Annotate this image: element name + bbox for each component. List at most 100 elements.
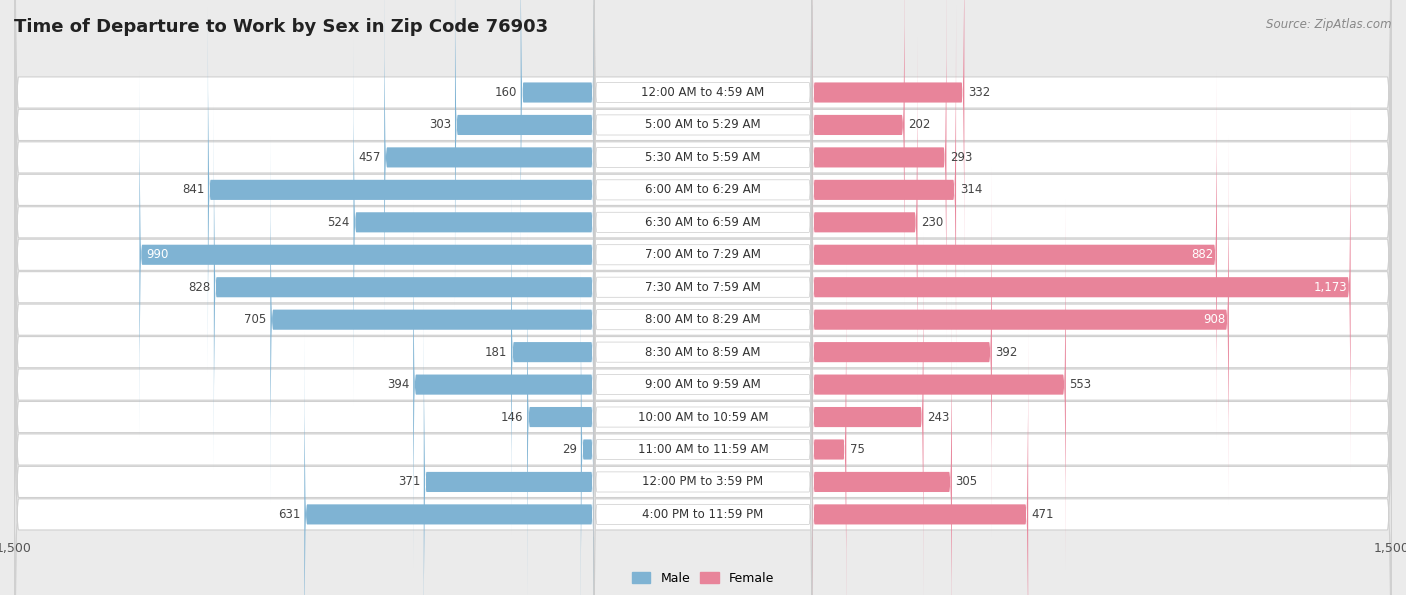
FancyBboxPatch shape xyxy=(811,135,1229,505)
FancyBboxPatch shape xyxy=(595,298,811,595)
Text: 631: 631 xyxy=(278,508,301,521)
Text: 5:30 AM to 5:59 AM: 5:30 AM to 5:59 AM xyxy=(645,151,761,164)
Text: 394: 394 xyxy=(387,378,409,391)
Text: 828: 828 xyxy=(188,281,209,294)
Text: 990: 990 xyxy=(146,248,169,261)
FancyBboxPatch shape xyxy=(595,135,811,505)
FancyBboxPatch shape xyxy=(208,5,595,374)
FancyBboxPatch shape xyxy=(811,0,965,277)
Text: 882: 882 xyxy=(1191,248,1213,261)
Text: 10:00 AM to 10:59 AM: 10:00 AM to 10:59 AM xyxy=(638,411,768,424)
FancyBboxPatch shape xyxy=(595,70,811,440)
FancyBboxPatch shape xyxy=(811,37,918,407)
Text: 160: 160 xyxy=(495,86,517,99)
FancyBboxPatch shape xyxy=(595,0,811,309)
FancyBboxPatch shape xyxy=(595,0,811,277)
FancyBboxPatch shape xyxy=(811,5,956,374)
Text: 7:00 AM to 7:29 AM: 7:00 AM to 7:29 AM xyxy=(645,248,761,261)
Text: 332: 332 xyxy=(967,86,990,99)
Text: 181: 181 xyxy=(485,346,508,359)
FancyBboxPatch shape xyxy=(15,76,1391,563)
Text: 11:00 AM to 11:59 AM: 11:00 AM to 11:59 AM xyxy=(638,443,768,456)
Text: 305: 305 xyxy=(956,475,977,488)
FancyBboxPatch shape xyxy=(304,330,595,595)
Text: 146: 146 xyxy=(501,411,523,424)
Text: 6:00 AM to 6:29 AM: 6:00 AM to 6:29 AM xyxy=(645,183,761,196)
FancyBboxPatch shape xyxy=(15,11,1391,499)
Text: 12:00 PM to 3:59 PM: 12:00 PM to 3:59 PM xyxy=(643,475,763,488)
Text: 293: 293 xyxy=(950,151,973,164)
FancyBboxPatch shape xyxy=(595,330,811,595)
FancyBboxPatch shape xyxy=(595,233,811,595)
FancyBboxPatch shape xyxy=(384,0,595,342)
FancyBboxPatch shape xyxy=(811,233,924,595)
FancyBboxPatch shape xyxy=(456,0,595,309)
FancyBboxPatch shape xyxy=(595,265,811,595)
FancyBboxPatch shape xyxy=(353,37,595,407)
Text: 9:00 AM to 9:59 AM: 9:00 AM to 9:59 AM xyxy=(645,378,761,391)
Text: 303: 303 xyxy=(429,118,451,131)
Text: 243: 243 xyxy=(927,411,949,424)
FancyBboxPatch shape xyxy=(15,0,1391,402)
FancyBboxPatch shape xyxy=(139,70,595,440)
Text: 29: 29 xyxy=(562,443,576,456)
Text: 4:00 PM to 11:59 PM: 4:00 PM to 11:59 PM xyxy=(643,508,763,521)
FancyBboxPatch shape xyxy=(15,270,1391,595)
Text: 8:30 AM to 8:59 AM: 8:30 AM to 8:59 AM xyxy=(645,346,761,359)
FancyBboxPatch shape xyxy=(15,0,1391,466)
Text: 7:30 AM to 7:59 AM: 7:30 AM to 7:59 AM xyxy=(645,281,761,294)
Legend: Male, Female: Male, Female xyxy=(627,566,779,590)
FancyBboxPatch shape xyxy=(811,0,946,342)
Text: 75: 75 xyxy=(851,443,865,456)
FancyBboxPatch shape xyxy=(15,0,1391,369)
Text: 8:00 AM to 8:29 AM: 8:00 AM to 8:29 AM xyxy=(645,313,761,326)
FancyBboxPatch shape xyxy=(811,102,1351,472)
FancyBboxPatch shape xyxy=(811,330,1028,595)
FancyBboxPatch shape xyxy=(595,0,811,342)
FancyBboxPatch shape xyxy=(15,108,1391,595)
FancyBboxPatch shape xyxy=(595,167,811,537)
Text: 202: 202 xyxy=(908,118,931,131)
Text: 457: 457 xyxy=(359,151,381,164)
FancyBboxPatch shape xyxy=(811,0,904,309)
FancyBboxPatch shape xyxy=(413,200,595,569)
FancyBboxPatch shape xyxy=(811,200,1066,569)
Text: 553: 553 xyxy=(1070,378,1091,391)
FancyBboxPatch shape xyxy=(811,265,846,595)
Text: 1,173: 1,173 xyxy=(1313,281,1347,294)
Text: 471: 471 xyxy=(1032,508,1054,521)
FancyBboxPatch shape xyxy=(423,298,595,595)
Text: 371: 371 xyxy=(398,475,420,488)
Text: Source: ZipAtlas.com: Source: ZipAtlas.com xyxy=(1267,18,1392,31)
FancyBboxPatch shape xyxy=(595,200,811,569)
Text: 12:00 AM to 4:59 AM: 12:00 AM to 4:59 AM xyxy=(641,86,765,99)
FancyBboxPatch shape xyxy=(520,0,595,277)
FancyBboxPatch shape xyxy=(15,205,1391,595)
Text: 705: 705 xyxy=(245,313,267,326)
FancyBboxPatch shape xyxy=(15,173,1391,595)
FancyBboxPatch shape xyxy=(15,0,1391,337)
FancyBboxPatch shape xyxy=(15,238,1391,595)
Text: 908: 908 xyxy=(1204,313,1225,326)
FancyBboxPatch shape xyxy=(595,37,811,407)
Text: 6:30 AM to 6:59 AM: 6:30 AM to 6:59 AM xyxy=(645,216,761,229)
FancyBboxPatch shape xyxy=(510,167,595,537)
Text: 314: 314 xyxy=(960,183,983,196)
FancyBboxPatch shape xyxy=(15,0,1391,434)
FancyBboxPatch shape xyxy=(595,5,811,374)
FancyBboxPatch shape xyxy=(595,102,811,472)
Text: 5:00 AM to 5:29 AM: 5:00 AM to 5:29 AM xyxy=(645,118,761,131)
FancyBboxPatch shape xyxy=(214,102,595,472)
FancyBboxPatch shape xyxy=(581,265,595,595)
FancyBboxPatch shape xyxy=(270,135,595,505)
FancyBboxPatch shape xyxy=(811,167,991,537)
Text: 524: 524 xyxy=(328,216,350,229)
FancyBboxPatch shape xyxy=(15,140,1391,595)
Text: 392: 392 xyxy=(995,346,1018,359)
Text: Time of Departure to Work by Sex in Zip Code 76903: Time of Departure to Work by Sex in Zip … xyxy=(14,18,548,36)
FancyBboxPatch shape xyxy=(811,70,1218,440)
Text: 841: 841 xyxy=(181,183,204,196)
Text: 230: 230 xyxy=(921,216,943,229)
FancyBboxPatch shape xyxy=(15,43,1391,531)
FancyBboxPatch shape xyxy=(811,298,952,595)
